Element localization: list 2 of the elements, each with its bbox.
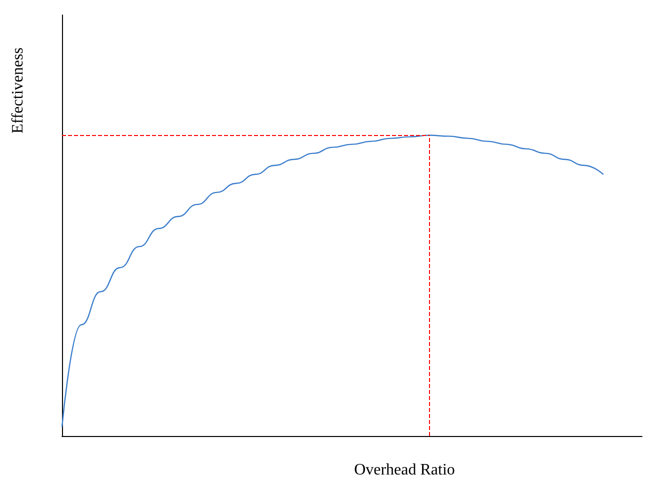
y-axis-title: Effectiveness — [10, 48, 26, 134]
x-axis-title: Overhead Ratio — [354, 462, 455, 478]
